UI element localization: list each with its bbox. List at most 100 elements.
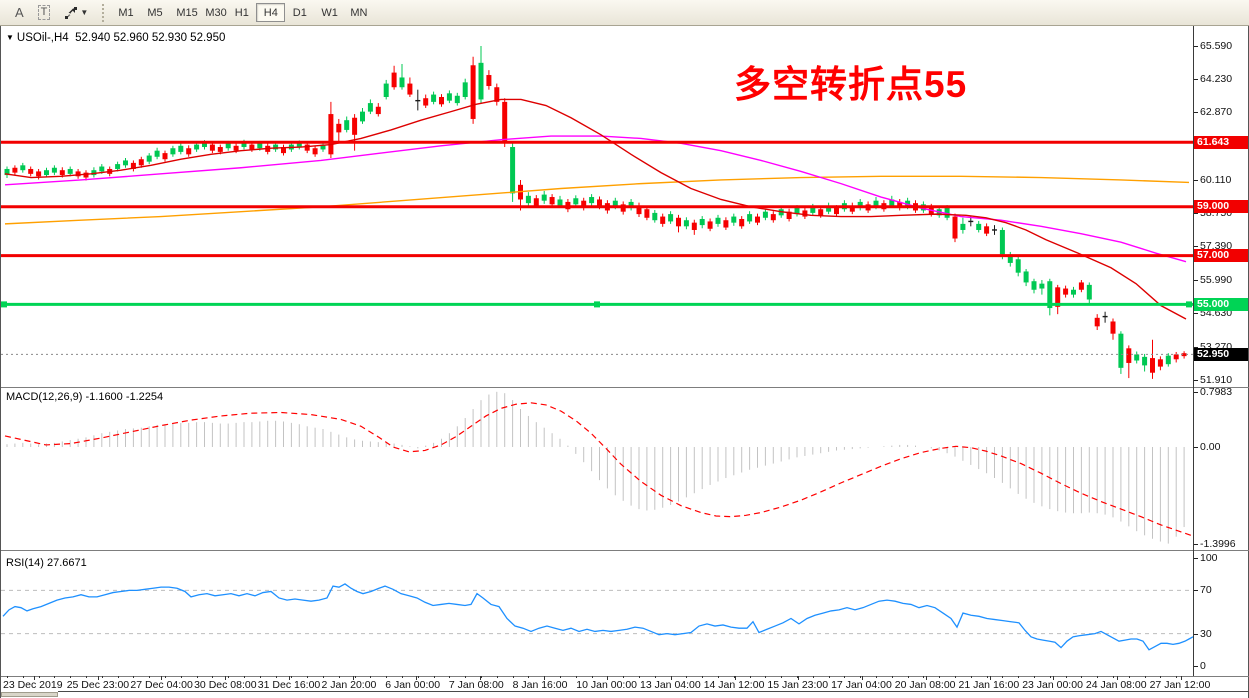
- candle: [818, 209, 824, 216]
- line-handle[interactable]: [1, 301, 7, 308]
- rsi-line: [2, 583, 1194, 651]
- candle: [130, 162, 136, 169]
- candle: [281, 147, 286, 154]
- candle: [391, 72, 397, 88]
- macd-name: MACD(12,26,9): [6, 391, 83, 403]
- chart-annotation-text[interactable]: 多空转折点55: [734, 64, 968, 105]
- candle: [146, 155, 152, 162]
- candle: [375, 106, 381, 115]
- candle: [597, 199, 602, 207]
- candle: [1078, 282, 1084, 290]
- candle: [273, 144, 279, 150]
- pane-splitter-rsi[interactable]: [1, 550, 1249, 551]
- candle: [1015, 259, 1021, 273]
- candle: [1165, 355, 1171, 365]
- candle: [1173, 354, 1179, 360]
- candle: [225, 143, 231, 149]
- candle: [510, 147, 516, 194]
- candle: [170, 148, 176, 155]
- horizontal-scrollbar-thumb[interactable]: [1, 692, 58, 697]
- line-handle[interactable]: [1186, 301, 1192, 308]
- candle: [462, 82, 468, 97]
- horizontal-lines-layer[interactable]: [1, 140, 1193, 355]
- ma-fast-red: [4, 98, 1187, 320]
- candles-layer[interactable]: [4, 46, 1187, 379]
- candle: [502, 101, 508, 141]
- candle: [1134, 354, 1140, 361]
- candle: [676, 217, 681, 227]
- candle: [794, 208, 800, 215]
- candle: [360, 111, 365, 122]
- candle: [75, 171, 81, 177]
- chart-canvas[interactable]: [1, 26, 1249, 698]
- candle: [897, 201, 903, 209]
- candle: [644, 209, 650, 218]
- candle: [123, 160, 128, 166]
- timeframe-mn-button[interactable]: MN: [343, 3, 372, 22]
- symbol-header[interactable]: ▼ USOil-,H4 52.940 52.960 52.930 52.950: [6, 32, 225, 44]
- candle: [99, 166, 105, 172]
- candle: [525, 195, 531, 204]
- candle: [731, 216, 737, 223]
- timeframe-w1-button[interactable]: W1: [314, 3, 343, 22]
- candle: [454, 95, 460, 104]
- candle: [1157, 359, 1163, 367]
- cursor-arrows-icon: [65, 6, 78, 19]
- candle: [770, 214, 776, 221]
- candle: [652, 212, 658, 221]
- candle: [762, 211, 768, 218]
- candle: [857, 201, 863, 209]
- candle: [320, 144, 326, 150]
- candle: [1094, 317, 1100, 327]
- candle: [960, 223, 966, 230]
- candle: [186, 148, 192, 155]
- window-bottom-edge: [58, 691, 1249, 692]
- candle: [1110, 321, 1116, 334]
- candle: [162, 153, 168, 160]
- text-label-button[interactable]: T: [31, 3, 58, 23]
- candle: [1150, 358, 1155, 373]
- candle: [59, 170, 65, 176]
- macd-layer: [4, 391, 1194, 544]
- candle: [51, 167, 57, 173]
- candle: [1031, 281, 1037, 290]
- moving-averages-layer: [4, 98, 1190, 320]
- timeframe-m1-button[interactable]: M1: [111, 3, 140, 22]
- timeframe-m15-button[interactable]: M15: [169, 3, 198, 22]
- candle: [304, 144, 310, 151]
- candle: [486, 75, 492, 87]
- candle: [1118, 333, 1124, 368]
- timeframe-m5-button[interactable]: M5: [140, 3, 169, 22]
- rsi-layer: [1, 583, 1194, 651]
- candle: [178, 145, 184, 152]
- candle: [12, 167, 18, 173]
- candle: [233, 145, 239, 151]
- candle: [352, 117, 358, 135]
- candle: [1055, 287, 1061, 307]
- pane-splitter-macd[interactable]: [1, 387, 1249, 388]
- candle: [249, 144, 255, 150]
- candle: [1023, 271, 1029, 283]
- chevron-down-icon: ▼: [80, 8, 89, 17]
- candle: [1181, 353, 1187, 357]
- candle: [20, 165, 26, 171]
- timeframe-h4-button[interactable]: H4: [256, 3, 286, 22]
- candle: [549, 197, 555, 205]
- candle: [810, 206, 816, 213]
- cursor-tool-button[interactable]: ▼: [57, 3, 95, 23]
- ma-slow-orange: [4, 175, 1190, 225]
- candle: [423, 98, 429, 106]
- timeframe-d1-button[interactable]: D1: [285, 3, 314, 22]
- candle: [849, 205, 855, 212]
- candle: [873, 200, 879, 207]
- timeframe-m30-button[interactable]: M30: [198, 3, 227, 22]
- candle: [194, 144, 200, 150]
- candle: [367, 103, 373, 112]
- candle: [296, 142, 302, 148]
- text-annotation-button[interactable]: A: [8, 3, 31, 23]
- candle: [399, 77, 405, 88]
- candle: [802, 210, 808, 217]
- candle: [478, 62, 484, 100]
- line-handle[interactable]: [594, 301, 600, 308]
- timeframe-h1-button[interactable]: H1: [227, 3, 256, 22]
